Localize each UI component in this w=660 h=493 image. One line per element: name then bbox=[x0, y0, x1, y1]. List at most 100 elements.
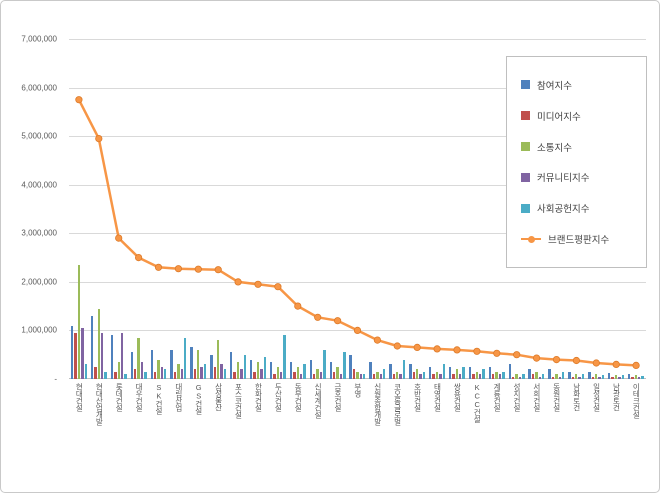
bar-series-3 bbox=[276, 366, 280, 379]
bar-series-2 bbox=[631, 377, 634, 379]
bar-series-5 bbox=[621, 375, 624, 379]
bar-series-4 bbox=[140, 362, 144, 379]
x-tick: 신세계건설 bbox=[308, 383, 328, 489]
bar-series-1 bbox=[508, 364, 511, 379]
x-tick-label: 한화건설 bbox=[253, 383, 263, 411]
bar-series-2 bbox=[611, 376, 614, 379]
bar-series-5 bbox=[223, 369, 227, 379]
x-tick-label: 이테크건설 bbox=[631, 383, 641, 418]
bar-series-2 bbox=[233, 371, 236, 379]
x-tick-label: SK건설 bbox=[154, 383, 164, 414]
bar-series-3 bbox=[177, 364, 180, 379]
bar-series-2 bbox=[94, 366, 97, 379]
bar-series-4 bbox=[81, 328, 84, 379]
x-tick-label: 대우건설 bbox=[134, 383, 144, 411]
bar-series-5 bbox=[502, 371, 505, 379]
bar-series-4 bbox=[459, 374, 462, 379]
x-tick-label: 남광토건 bbox=[611, 383, 621, 411]
bar-series-3 bbox=[256, 362, 260, 379]
legend-item-2: 미디어지수 bbox=[521, 109, 642, 123]
bar-series-2 bbox=[591, 376, 594, 379]
bar-series-3 bbox=[455, 369, 459, 379]
bar-series-1 bbox=[369, 362, 372, 379]
x-tick-label: 현대산업개발 bbox=[94, 383, 104, 425]
bar-group-9 bbox=[228, 39, 248, 379]
x-tick-label: 대림산업 bbox=[174, 383, 184, 411]
legend-label: 참여지수 bbox=[537, 80, 572, 92]
bar-series-2 bbox=[352, 369, 356, 379]
bar-group-3 bbox=[109, 39, 129, 379]
bar-series-3 bbox=[594, 374, 598, 379]
bar-series-2 bbox=[452, 374, 455, 379]
x-tick-label: 계룡건설 bbox=[492, 383, 502, 411]
bar-series-3 bbox=[634, 375, 638, 379]
bar-series-3 bbox=[296, 366, 299, 379]
x-tick: 대우건설 bbox=[129, 383, 149, 489]
legend-label: 커뮤니티지수 bbox=[537, 173, 590, 185]
bar-group-6 bbox=[168, 39, 188, 379]
bar-series-2 bbox=[432, 374, 435, 379]
x-tick: 한화건설 bbox=[248, 383, 268, 489]
x-tick: 현대산업개발 bbox=[89, 383, 109, 489]
bar-series-4 bbox=[160, 366, 164, 379]
bar-series-2 bbox=[472, 374, 475, 379]
bar-series-5 bbox=[84, 364, 87, 379]
x-tick-label: 삼성물산 bbox=[214, 383, 224, 411]
bar-series-1 bbox=[150, 349, 153, 379]
bar-series-2 bbox=[313, 374, 316, 379]
bar-series-3 bbox=[515, 374, 518, 379]
bar-series-2 bbox=[551, 376, 555, 379]
bar-series-4 bbox=[260, 369, 263, 379]
x-tick-label: 신원종합개발 bbox=[373, 383, 383, 425]
bar-series-4 bbox=[339, 374, 343, 379]
legend-item-5: 사회공헌지수 bbox=[521, 201, 642, 215]
bar-series-2 bbox=[273, 374, 276, 379]
bar-series-1 bbox=[528, 369, 531, 379]
bar-series-5 bbox=[283, 335, 286, 379]
bar-series-1 bbox=[548, 369, 551, 379]
bar-series-5 bbox=[104, 371, 107, 379]
bar-series-3 bbox=[575, 374, 578, 379]
bar-series-4 bbox=[638, 377, 641, 379]
bar-series-2 bbox=[372, 374, 376, 379]
legend-swatch-icon bbox=[521, 142, 530, 152]
bar-group-25 bbox=[546, 39, 566, 379]
bar-series-5 bbox=[343, 352, 346, 379]
x-tick-label: 일성건설 bbox=[592, 383, 602, 411]
bar-series-1 bbox=[448, 366, 452, 379]
y-tick-label: 3,000,000 bbox=[21, 228, 57, 238]
x-tick: 삼성물산 bbox=[208, 383, 228, 489]
bar-group-22 bbox=[487, 39, 507, 379]
bar-series-5 bbox=[203, 364, 207, 379]
y-tick-label: 4,000,000 bbox=[21, 180, 57, 190]
bar-series-1 bbox=[90, 315, 94, 379]
bar-series-2 bbox=[293, 371, 296, 379]
x-tick: 태영건설 bbox=[427, 383, 447, 489]
bar-series-5 bbox=[164, 369, 167, 379]
bar-group-20 bbox=[447, 39, 467, 379]
bar-series-4 bbox=[180, 369, 183, 379]
bar-group-13 bbox=[308, 39, 328, 379]
bar-series-2 bbox=[412, 371, 415, 379]
y-tick-label: 2,000,000 bbox=[21, 277, 57, 287]
bar-series-4 bbox=[399, 374, 402, 379]
legend-label: 브랜드평판지수 bbox=[548, 235, 610, 247]
legend-item-4: 커뮤니티지수 bbox=[521, 170, 642, 184]
bar-series-2 bbox=[213, 366, 216, 379]
bar-group-29 bbox=[626, 39, 646, 379]
bar-series-4 bbox=[478, 374, 482, 379]
x-tick: 계룡건설 bbox=[487, 383, 507, 489]
bar-series-1 bbox=[130, 352, 134, 379]
x-tick: 신원종합개발 bbox=[367, 383, 387, 489]
legend-swatch-icon bbox=[521, 80, 530, 90]
bar-group-16 bbox=[367, 39, 387, 379]
bar-series-3 bbox=[77, 264, 81, 379]
bar-series-3 bbox=[555, 374, 558, 379]
x-tick: 이테크건설 bbox=[626, 383, 646, 489]
bar-series-1 bbox=[568, 371, 571, 379]
y-tick-label: 6,000,000 bbox=[21, 83, 57, 93]
bar-series-1 bbox=[329, 362, 332, 379]
bar-series-4 bbox=[240, 369, 243, 379]
bar-series-5 bbox=[303, 364, 306, 379]
